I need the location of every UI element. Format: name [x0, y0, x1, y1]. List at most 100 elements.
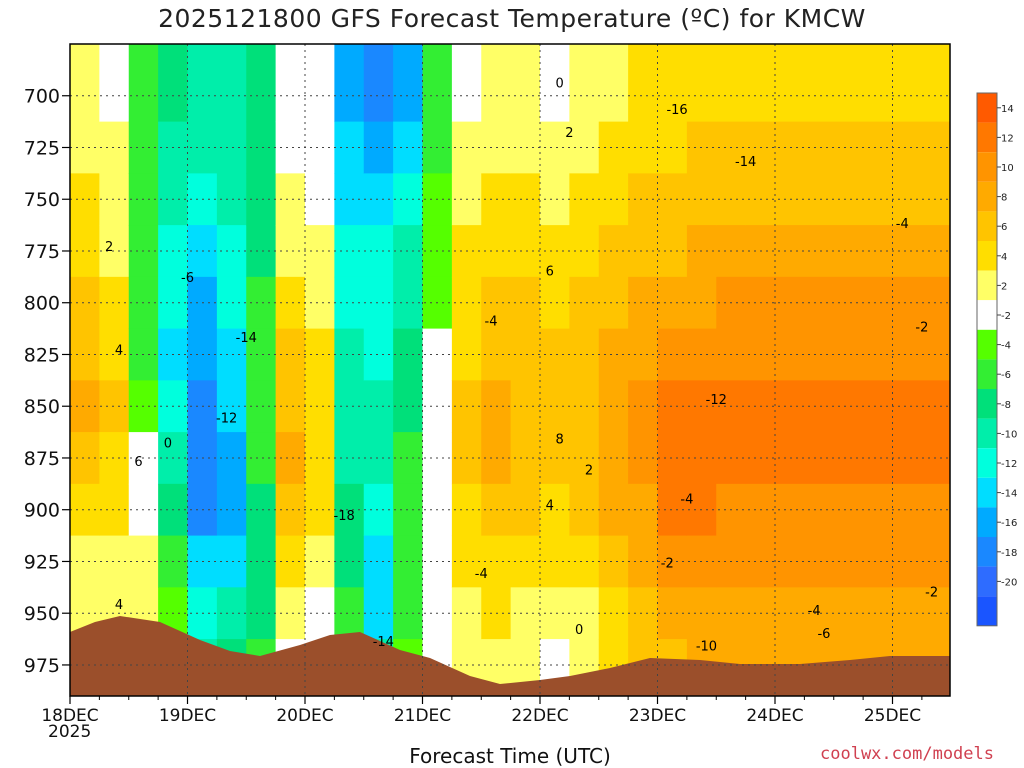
- temp-cell: [716, 44, 747, 123]
- temp-cell: [598, 328, 629, 381]
- temp-cell: [598, 121, 629, 174]
- colorbar-swatch: [977, 507, 997, 537]
- contour-label: 0: [575, 623, 583, 638]
- colorbar-label: -10: [1001, 429, 1017, 440]
- temp-cell: [598, 173, 629, 226]
- temp-cell: [686, 44, 717, 123]
- y-tick-label: 750: [24, 189, 60, 211]
- temp-cell: [657, 44, 688, 123]
- y-tick-label: 800: [24, 293, 60, 315]
- contour-label: -12: [706, 393, 727, 408]
- temp-cell: [745, 44, 776, 123]
- temp-cell: [569, 225, 600, 278]
- temp-cell: [569, 328, 600, 381]
- colorbar-swatch: [977, 300, 997, 330]
- x-tick-label: 25DEC: [864, 706, 921, 726]
- temp-cell: [598, 380, 629, 433]
- contour-label: -2: [915, 321, 928, 336]
- credit-link[interactable]: coolwx.com/models: [820, 744, 994, 764]
- temp-cell: [598, 587, 629, 640]
- y-tick-label: 950: [24, 603, 60, 625]
- colorbar-label: 10: [1001, 163, 1014, 174]
- temp-cell: [569, 44, 600, 123]
- colorbar-swatch: [977, 270, 997, 301]
- x-tick-label: 23DEC: [629, 706, 686, 726]
- y-tick-label: 825: [24, 344, 60, 366]
- contour-label: -4: [680, 492, 693, 507]
- colorbar-swatch: [977, 211, 997, 241]
- x-axis: 18DEC 19DEC 20DEC 21DEC 22DEC 23DEC 24DEC 25DEC: [41, 696, 923, 726]
- y-tick-label: 775: [24, 241, 60, 263]
- temp-cell: [305, 380, 335, 433]
- contour-label: -14: [735, 155, 756, 170]
- temp-cell: [187, 44, 218, 123]
- temp-cell: [70, 44, 100, 123]
- temp-cell: [246, 44, 277, 123]
- temp-cell: [569, 535, 600, 588]
- colorbar-swatch: [977, 389, 997, 419]
- colorbar-swatch: [977, 566, 997, 597]
- temp-cell: [305, 121, 335, 174]
- contour-label: 4: [115, 343, 123, 358]
- y-axis: 700 725 750 775 800 825 850 875 900 925 950 975: [24, 86, 70, 677]
- colorbar-frame: [976, 92, 998, 627]
- terrain-area: [70, 616, 950, 696]
- contour-label: -14: [373, 635, 394, 650]
- temp-cell: [305, 483, 335, 537]
- contour-label: 4: [546, 499, 554, 514]
- temp-cell: [598, 276, 629, 330]
- x-tick-label: 24DEC: [746, 706, 803, 726]
- contour-label: 2: [565, 126, 573, 141]
- plot-grid: [70, 44, 950, 696]
- colorbar-swatch: [977, 477, 997, 508]
- contour-label: 0: [555, 76, 563, 91]
- contour-label: -4: [475, 567, 488, 582]
- temp-cell: [275, 44, 306, 123]
- temp-cell: [422, 44, 453, 123]
- contour-label: -4: [485, 314, 498, 329]
- temp-cell: [216, 44, 247, 123]
- colorbar-swatch: [977, 596, 997, 626]
- contour-label: -16: [666, 103, 687, 118]
- temp-cell: [305, 225, 335, 278]
- colorbar-label: 2: [1001, 281, 1007, 292]
- colorbar-label: -6: [1001, 370, 1011, 381]
- temp-cell: [305, 44, 335, 123]
- temp-cell: [393, 44, 423, 123]
- temp-cell: [305, 587, 335, 640]
- temperature-field: [70, 44, 950, 696]
- chart-title: 2025121800 GFS Forecast Temperature (ºC)…: [158, 4, 866, 33]
- contour-label: -10: [696, 639, 717, 654]
- contour-label: 2: [105, 240, 113, 255]
- x-axis-label: Forecast Time (UTC): [409, 744, 611, 768]
- contour-label: 0: [967, 499, 975, 514]
- colorbar-swatch: [977, 152, 997, 182]
- temp-cell: [598, 44, 629, 123]
- temp-cell: [569, 587, 600, 640]
- y-tick-label: 850: [24, 396, 60, 418]
- temp-cell: [305, 432, 335, 485]
- y-tick-label: 975: [24, 655, 60, 677]
- colorbar-label: -2: [1001, 311, 1011, 322]
- contour-label: -18: [334, 509, 355, 524]
- contour-label: 6: [546, 265, 554, 280]
- colorbar-label: 6: [1001, 222, 1007, 233]
- x-tick-label: 18DEC: [41, 706, 98, 726]
- temp-cell: [305, 328, 335, 381]
- contour-label: -12: [216, 412, 237, 427]
- colorbar-label: -18: [1001, 548, 1017, 559]
- colorbar-swatch: [977, 537, 997, 567]
- temp-cell: [569, 380, 600, 433]
- contour-label: -14: [236, 331, 257, 346]
- temp-cell: [158, 44, 188, 123]
- temp-cell: [775, 44, 950, 123]
- colorbar-label: 8: [1001, 193, 1007, 204]
- y-tick-label: 900: [24, 500, 60, 522]
- colorbar-label: 4: [1001, 252, 1007, 263]
- x-tick-label: 20DEC: [276, 706, 333, 726]
- temp-cell: [598, 432, 629, 485]
- contour-label: 6: [134, 455, 142, 470]
- temp-cell: [363, 44, 394, 123]
- temp-cell: [628, 44, 658, 123]
